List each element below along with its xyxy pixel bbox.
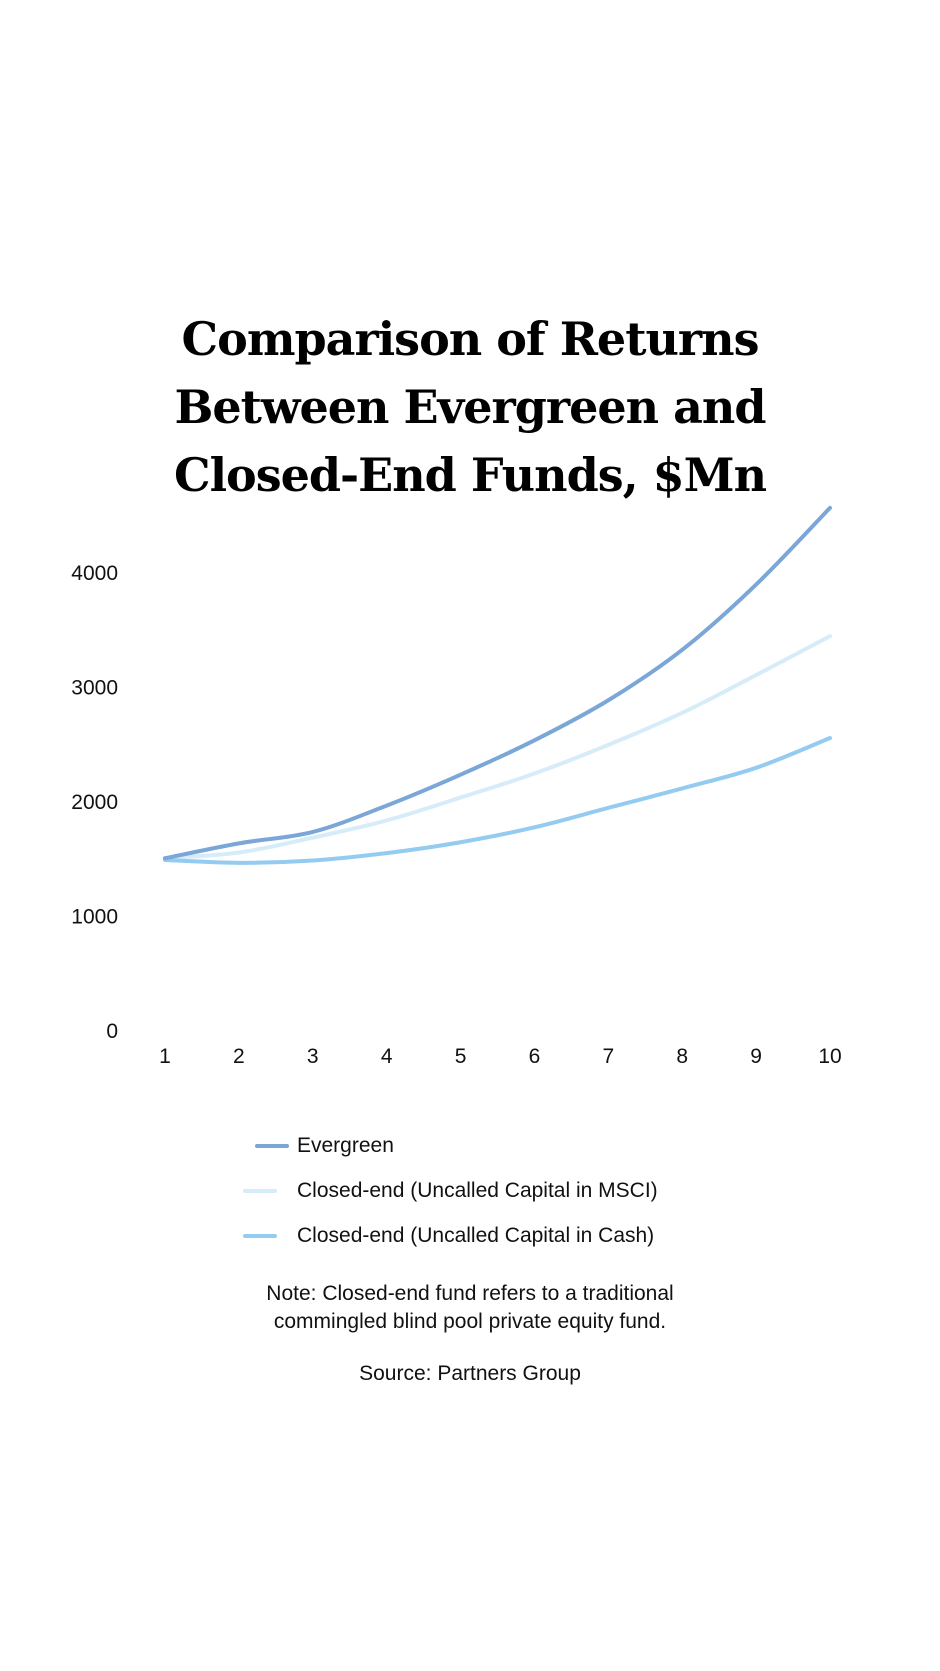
y-tick-label: 2000	[71, 791, 118, 814]
chart-note: Note: Closed-end fund refers to a tradit…	[0, 1280, 940, 1336]
legend-swatch	[243, 1188, 277, 1193]
y-tick-label: 3000	[71, 677, 118, 700]
series-line-2	[163, 736, 832, 865]
legend-label: Evergreen	[297, 1133, 394, 1157]
legend-item-closed-end-cash: Closed-end (Uncalled Capital in Cash)	[243, 1213, 658, 1258]
x-tick-label: 6	[529, 1045, 541, 1068]
legend-label: Closed-end (Uncalled Capital in Cash)	[297, 1223, 655, 1247]
y-tick-label: 4000	[71, 562, 118, 585]
x-tick-label: 4	[381, 1045, 393, 1068]
series-line-1	[163, 634, 832, 861]
x-tick-label: 5	[455, 1045, 467, 1068]
legend-item-closed-end-msci: Closed-end (Uncalled Capital in MSCI)	[243, 1168, 658, 1213]
series-line-0	[163, 505, 832, 861]
chart-source: Source: Partners Group	[359, 1362, 581, 1385]
chart-title: Comparison of Returns Between Evergreen …	[0, 305, 940, 509]
x-tick-label: 3	[307, 1045, 319, 1068]
legend-item-evergreen: Evergreen	[255, 1123, 658, 1168]
x-tick-label: 2	[233, 1045, 245, 1068]
y-tick-label: 0	[106, 1020, 118, 1043]
line-chart: 0 1000 2000 3000 4000 1 2 3 4 5 6 7 8 9 10	[71, 505, 842, 1068]
legend: Evergreen Closed-end (Uncalled Capital i…	[243, 1123, 658, 1258]
title-line: Between Evergreen and	[174, 380, 766, 434]
x-tick-label: 10	[818, 1045, 841, 1068]
x-tick-label: 9	[750, 1045, 762, 1068]
legend-label: Closed-end (Uncalled Capital in MSCI)	[297, 1178, 658, 1202]
title-line: Closed-End Funds, $Mn	[173, 448, 767, 502]
x-tick-label: 7	[602, 1045, 614, 1068]
title-line: Comparison of Returns	[181, 312, 760, 366]
legend-swatch	[255, 1143, 289, 1148]
note-line: Note: Closed-end fund refers to a tradit…	[266, 1282, 674, 1305]
note-line: commingled blind pool private equity fun…	[273, 1310, 667, 1333]
legend-swatch	[243, 1233, 277, 1238]
y-tick-label: 1000	[71, 906, 118, 929]
x-tick-label: 8	[676, 1045, 688, 1068]
x-tick-label: 1	[159, 1045, 171, 1068]
